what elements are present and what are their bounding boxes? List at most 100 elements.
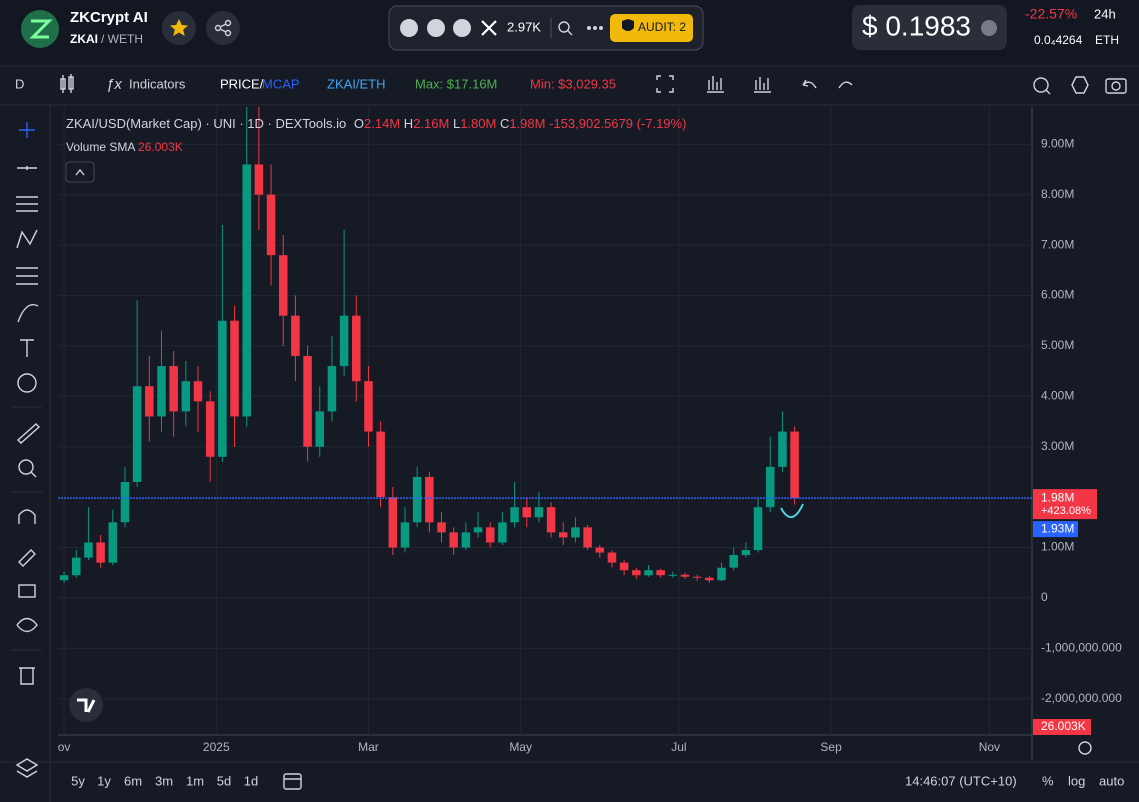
candle-body <box>193 381 203 402</box>
candle-body <box>205 401 215 457</box>
chart-link[interactable] <box>400 19 418 37</box>
range-button[interactable]: 3m <box>155 773 173 788</box>
range-button[interactable]: 5d <box>217 773 231 788</box>
range-button[interactable]: 1m <box>186 773 204 788</box>
info-icon[interactable] <box>981 20 997 36</box>
chart-icon[interactable] <box>707 76 724 93</box>
volume-legend: Volume SMA 26.003K <box>66 140 183 154</box>
candle-body <box>473 527 483 533</box>
candle-body <box>778 431 787 467</box>
logo-mark <box>29 19 53 39</box>
settings-icon[interactable] <box>1071 76 1089 94</box>
redo-icon[interactable] <box>838 81 853 89</box>
range-button[interactable]: 1y <box>97 773 111 788</box>
collapse-button[interactable] <box>65 161 95 183</box>
candle-body <box>546 507 556 533</box>
y-tick-label: 9.00M <box>1041 136 1074 150</box>
prev-price-label: 1.93M <box>1041 521 1074 535</box>
legend-value: 2.16M <box>413 116 449 131</box>
candle-body <box>717 567 726 581</box>
candle-body <box>729 555 738 568</box>
candle-body <box>218 320 227 457</box>
candle-body <box>242 164 251 417</box>
y-tick-label: 1.00M <box>1041 540 1074 554</box>
candle-body <box>559 532 568 538</box>
clock: 14:46:07 (UTC+10) <box>905 773 1017 788</box>
candle-body <box>400 522 410 548</box>
y-tick-label: 8.00M <box>1041 187 1074 201</box>
candle-body <box>120 481 130 523</box>
candle-body <box>376 431 385 498</box>
candle-body <box>266 194 276 256</box>
candle-body <box>291 315 300 356</box>
candle-body <box>449 532 458 548</box>
percent-toggle[interactable]: % <box>1042 773 1054 788</box>
y-tick-label: -2,000,000.000 <box>1041 691 1122 705</box>
candle-body <box>254 164 264 195</box>
volume-label: Volume SMA <box>66 140 135 154</box>
legend-change: -153,902.5679 (-7.19%) <box>549 116 686 131</box>
legend-key: H <box>404 116 413 131</box>
candle-body <box>632 570 641 576</box>
candle-body <box>668 574 678 576</box>
candle-body <box>278 255 288 316</box>
candle-body <box>571 527 580 538</box>
x-link[interactable] <box>481 20 497 36</box>
axis-settings[interactable] <box>1078 741 1092 755</box>
zoom-icon[interactable] <box>1033 77 1051 95</box>
x-tick-label: May <box>509 740 532 754</box>
candle-body <box>315 411 325 447</box>
annotation-arc <box>780 503 804 518</box>
mcap-toggle[interactable]: MCAP <box>262 76 300 91</box>
price-toggle[interactable]: PRICE/ <box>220 76 264 91</box>
candle-body <box>84 542 93 558</box>
indicators[interactable]: Indicators <box>129 76 186 91</box>
legend-key: O <box>354 116 364 131</box>
candle-body <box>583 527 592 548</box>
tv-mark <box>77 698 96 713</box>
last-price-change: +423.08% <box>1041 505 1091 517</box>
pair-toggle[interactable]: ZKAI/ETH <box>327 76 386 91</box>
volume-value: 26.003K <box>138 140 183 154</box>
candle-body <box>753 507 763 551</box>
auto-toggle[interactable]: auto <box>1099 773 1124 788</box>
y-tick-label: 5.00M <box>1041 338 1074 352</box>
price-label-bg <box>1033 489 1097 520</box>
search-icon[interactable] <box>558 21 573 36</box>
fullscreen-icon[interactable] <box>656 75 674 93</box>
candle-body <box>644 570 653 576</box>
legend-value: 1.98M <box>509 116 545 131</box>
web-link[interactable] <box>427 19 445 37</box>
candle-body <box>510 507 519 523</box>
range-button[interactable]: 6m <box>124 773 142 788</box>
date-range-icon[interactable] <box>283 773 302 790</box>
interval[interactable]: D <box>15 76 24 91</box>
candle-body <box>157 366 166 417</box>
candle-body <box>790 431 799 499</box>
candle-body <box>522 507 531 518</box>
more-icon[interactable] <box>587 26 603 30</box>
candle-body <box>108 522 118 563</box>
range-button[interactable]: 5y <box>71 773 85 788</box>
log-toggle[interactable]: log <box>1068 773 1085 788</box>
camera-icon[interactable] <box>1105 78 1127 94</box>
audit-label: AUDIT: 2 <box>638 20 686 34</box>
grid <box>58 107 1032 735</box>
range-button[interactable]: 1d <box>244 773 258 788</box>
x-tick-label: Jul <box>671 740 686 754</box>
candle-body <box>680 574 690 577</box>
chart-icon-2[interactable] <box>754 77 771 93</box>
undo-icon[interactable] <box>802 79 817 89</box>
price-labels: -2,000,000.000 -1,000,000.000 0 1.00M 3.00M 4… <box>58 136 1122 754</box>
candle-body <box>498 522 507 543</box>
drawing-tools[interactable] <box>15 122 41 778</box>
candle-type-icon[interactable] <box>60 74 74 93</box>
volume-label-bg <box>1033 719 1091 735</box>
chart-title: ZKAI/USD(Market Cap) · UNI · 1D · DEXToo… <box>66 116 346 131</box>
x-tick-label: Sep <box>820 740 842 754</box>
share-button[interactable] <box>206 11 240 45</box>
candle-body <box>303 355 312 447</box>
last-price-label: 1.98M <box>1041 490 1074 504</box>
telegram-link[interactable] <box>453 19 471 37</box>
